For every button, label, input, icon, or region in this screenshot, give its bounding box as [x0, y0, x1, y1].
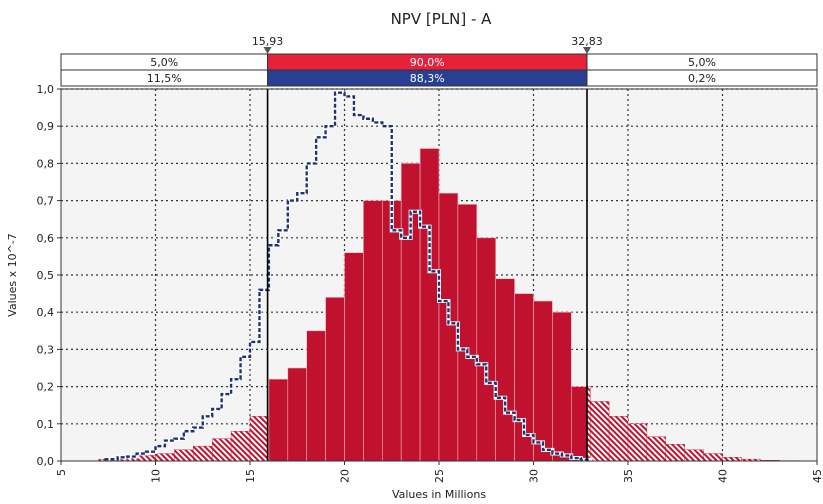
band-bottom-left-text: 11,5% [147, 72, 182, 85]
histogram-bar-hatched [211, 438, 232, 462]
histogram-bar-hatched [722, 457, 742, 462]
histogram-bar [381, 200, 402, 462]
x-tick-label: 10 [150, 469, 163, 483]
x-tick-label: 35 [622, 469, 635, 483]
marker-left-triangle [263, 47, 272, 54]
histogram-bar [306, 330, 326, 462]
histogram-bar [325, 297, 345, 462]
band-bottom-right-text: 0,2% [688, 72, 716, 85]
histogram-bar-hatched [608, 416, 629, 462]
marker-left-label: 15,93 [252, 35, 284, 48]
marker-right: 32,83 [571, 35, 603, 54]
band-top-middle-text: 90,0% [410, 56, 445, 69]
histogram-bar-hatched [174, 449, 194, 462]
histogram-bar-hatched [703, 453, 723, 462]
y-tick-label: 0,5 [37, 269, 55, 282]
y-tick-label: 0,7 [37, 195, 55, 208]
marker-right-label: 32,83 [571, 35, 603, 48]
histogram-bar-hatched [155, 453, 175, 462]
histogram-bar-hatched [193, 445, 213, 462]
probability-band-top: 5,0% 90,0% 5,0% [60, 53, 818, 71]
x-tick-label: 25 [433, 469, 446, 483]
histogram-bar-hatched [590, 401, 610, 462]
histogram-bar [552, 311, 572, 462]
x-tick-label: 15 [244, 469, 257, 483]
histogram-bar [344, 252, 364, 462]
marker-right-triangle [582, 47, 591, 54]
y-tick-label: 0,2 [37, 381, 55, 394]
histogram-bar [457, 204, 478, 462]
histogram-bar [268, 378, 289, 462]
histogram-bar [287, 367, 307, 462]
x-axis: 5 10 15 20 25 30 35 40 45 [55, 461, 823, 483]
histogram-bar [495, 278, 515, 462]
x-tick-label: 40 [717, 469, 730, 483]
histogram-bar-hatched [684, 449, 704, 462]
histogram-bar [363, 200, 383, 462]
histogram-bar [570, 386, 588, 462]
histogram-bar-hatched [230, 431, 251, 462]
histogram-bar-hatched [627, 423, 648, 462]
y-tick-label: 0,9 [37, 120, 55, 133]
x-tick-label: 20 [339, 469, 352, 483]
band-bottom-right-cell [586, 69, 818, 87]
y-axis-label: Values x 10^-7 [6, 233, 19, 317]
comparison-line-path [104, 91, 592, 462]
histogram-bars [98, 148, 799, 462]
y-tick-label: 1,0 [37, 83, 55, 96]
x-tick-label: 45 [811, 469, 823, 483]
x-axis-label: Values in Millions [392, 488, 486, 501]
y-tick-label: 0,1 [37, 418, 55, 431]
y-tick-label: 0,6 [37, 232, 55, 245]
marker-left: 15,93 [252, 35, 284, 54]
y-tick-label: 0,4 [37, 306, 55, 319]
band-bottom-middle-text: 88,3% [410, 72, 445, 85]
band-top-left-text: 5,0% [150, 56, 178, 69]
histogram-bar-hatched [646, 436, 667, 462]
chart-title: NPV [PLN] - A [391, 10, 493, 28]
histogram-bar [419, 148, 440, 462]
probability-band-bottom: 11,5% 88,3% 0,2% [60, 69, 818, 87]
histogram-bar [476, 237, 496, 462]
x-tick-label: 30 [528, 469, 541, 483]
x-tick-label: 5 [55, 469, 68, 476]
histogram-bar-hatched [665, 444, 685, 462]
histogram-bar [533, 300, 553, 462]
y-tick-label: 0,3 [37, 343, 55, 356]
y-tick-label: 0,0 [37, 455, 55, 468]
histogram-bar-hatched [136, 455, 156, 462]
y-tick-label: 0,8 [37, 157, 55, 170]
y-axis: 0,0 0,1 0,2 0,3 0,4 0,5 0,6 0,7 0,8 0,9 1,0 [37, 83, 61, 468]
histogram-bar [400, 163, 421, 462]
comparison-line [104, 90, 593, 462]
histogram-bar [438, 192, 459, 462]
marker-lines [266, 89, 588, 461]
band-top-right-text: 5,0% [688, 56, 716, 69]
histogram-bar-hatched [249, 416, 268, 462]
